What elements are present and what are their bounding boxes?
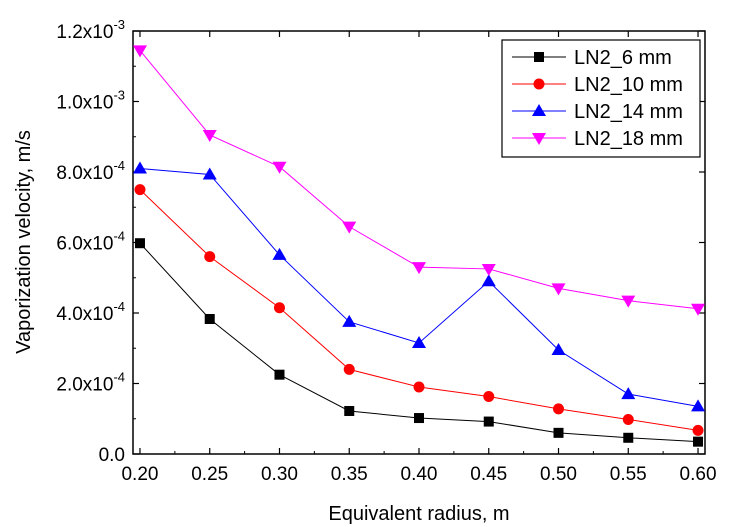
y-axis-title: Vaporization velocity, m/s [13,130,35,354]
x-tick-label: 0.60 [680,464,717,485]
y-tick-mantissa: 2.0x10 [56,375,113,396]
series-3 [132,161,706,412]
y-tick-label: 8.0x10-4 [56,158,125,184]
data-point [342,314,357,327]
legend-item: LN2_6 mm [512,47,672,69]
data-point [622,413,634,425]
data-point [693,436,704,447]
data-point [202,129,217,142]
y-tick-exponent: -4 [113,158,125,173]
legend-marker [534,52,544,62]
y-tick-mantissa: 4.0x10 [56,304,113,325]
y-tick-mantissa: 1.0x10 [56,93,113,114]
y-tick-exponent: -4 [113,299,125,314]
axes: 0.20 0.25 0.30 0.35 0.40 0.45 0.50 0.55 0.60 0.0 2… [56,17,716,485]
legend-item: LN2_10 mm [512,74,683,96]
y-tick-exponent: -4 [113,370,125,385]
data-point [621,295,636,308]
data-point [481,263,496,276]
data-point [551,283,566,296]
legend-label: LN2_6 mm [574,47,672,69]
x-tick-label: 0.30 [261,464,298,485]
legend-marker [533,78,545,90]
data-point [273,302,285,314]
legend-marker [532,133,546,145]
data-point [623,432,634,443]
data-point [692,424,704,436]
x-tick-label: 0.55 [610,464,647,485]
data-point [132,161,147,174]
data-point [483,416,494,427]
y-tick-mantissa: 1.2x10 [56,22,113,43]
y-tick-label: 1.2x10-3 [56,17,125,43]
legend-label: LN2_14 mm [574,101,683,123]
data-point [483,391,495,403]
data-point [204,251,216,263]
data-point [342,221,357,234]
y-tick-exponent: -4 [113,229,125,244]
x-tick-label: 0.45 [470,464,507,485]
data-point [414,413,424,424]
data-point [274,369,285,380]
data-point [413,381,425,393]
legend-item: LN2_14 mm [512,101,683,123]
x-tick-label: 0.35 [331,464,368,485]
series-1 [134,238,704,447]
legend-label: LN2_10 mm [574,74,683,96]
y-tick-mantissa: 0.0 [99,445,125,466]
data-point [344,405,355,416]
legend-item: LN2_18 mm [512,128,683,150]
data-point [272,247,287,260]
data-point [551,343,566,356]
series-4 [132,45,706,316]
series-layer [132,45,706,447]
x-tick-label: 0.50 [540,464,577,485]
data-point [134,238,145,249]
y-tick-label: 4.0x10-4 [56,299,125,325]
series-line [139,189,699,431]
data-point [412,335,426,348]
y-tick-mantissa: 8.0x10 [56,163,113,184]
y-tick-label: 2.0x10-4 [56,370,125,396]
data-point [553,403,565,415]
data-point [481,274,496,287]
legend-label: LN2_18 mm [574,128,683,150]
data-point [202,167,217,180]
data-point [412,262,426,275]
x-tick-label: 0.25 [191,464,228,485]
y-tick-exponent: -3 [113,17,125,32]
series-2 [134,184,704,436]
data-point [691,303,706,316]
legend: LN2_6 mm LN2_10 mm LN2_14 mm LN2_18 mm [501,39,701,158]
y-tick-label: 1.0x10-3 [56,88,125,114]
data-point [343,363,355,375]
x-tick-label: 0.40 [401,464,438,485]
legend-marker [532,104,546,116]
data-point [691,399,706,412]
data-point [132,45,147,58]
data-point [621,387,636,400]
y-tick-mantissa: 6.0x10 [56,234,113,255]
data-point [553,427,564,438]
y-tick-exponent: -3 [113,88,125,103]
data-point [272,161,287,174]
x-axis-title: Equivalent radius, m [328,503,509,525]
y-tick-label: 0.0 [99,445,125,466]
x-tick-label: 0.20 [121,464,158,485]
y-tick-label: 6.0x10-4 [56,229,125,255]
series-line [139,167,699,407]
data-point [204,313,215,324]
data-point [134,184,146,196]
